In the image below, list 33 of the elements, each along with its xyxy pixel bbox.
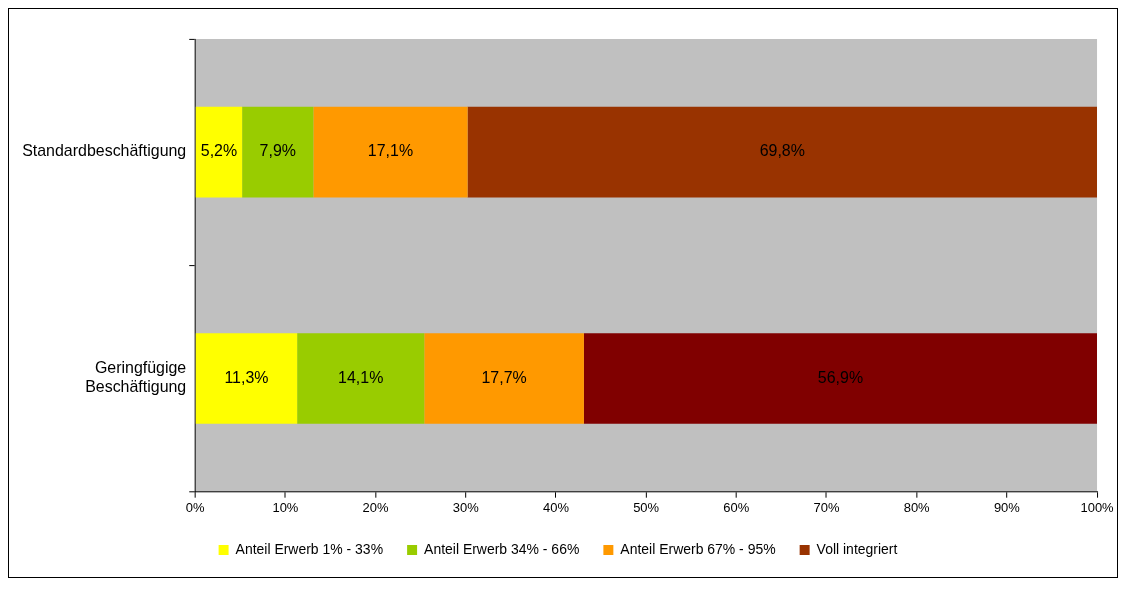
bar (242, 106, 314, 198)
data-label: 56,9% (817, 368, 864, 386)
bar (424, 333, 584, 424)
x-tick-label: 90% (993, 500, 1021, 515)
legend-label: Anteil Erwerb 34% - 66% (424, 540, 580, 557)
x-tick-label: 0% (185, 500, 206, 515)
data-label: 5,2% (200, 142, 238, 160)
x-tick-label: 10% (272, 500, 299, 515)
bar (195, 333, 298, 424)
x-tick-label: 50% (633, 500, 660, 515)
bar (313, 106, 468, 198)
data-label: 17,1% (367, 142, 414, 160)
bar (297, 333, 425, 424)
legend-label: Anteil Erwerb 67% - 95% (620, 540, 776, 557)
bar (583, 333, 1098, 424)
data-label: 69,8% (759, 142, 805, 160)
data-label: 11,3% (224, 368, 269, 386)
x-tick-label: 20% (362, 500, 390, 515)
x-tick-label: 70% (813, 500, 840, 515)
bar (467, 106, 1098, 198)
data-label: 7,9% (259, 142, 296, 160)
x-tick-label: 60% (723, 500, 750, 515)
legend-label: Voll integriert (816, 540, 898, 557)
y-tick-label: Geringfügige Beschäftigung (85, 359, 187, 396)
x-tick-label: 40% (542, 500, 570, 515)
x-tick-label: 80% (903, 500, 931, 515)
data-label: 14,1% (338, 368, 384, 386)
x-tick-label: 30% (452, 500, 480, 515)
y-tick-label: Standardbeschäftigung (22, 142, 187, 160)
legend-label: Anteil Erwerb 1% - 33% (235, 540, 384, 557)
x-tick-label: 100% (1080, 500, 1115, 515)
data-label: 17,7% (481, 368, 527, 386)
bar (195, 106, 243, 198)
